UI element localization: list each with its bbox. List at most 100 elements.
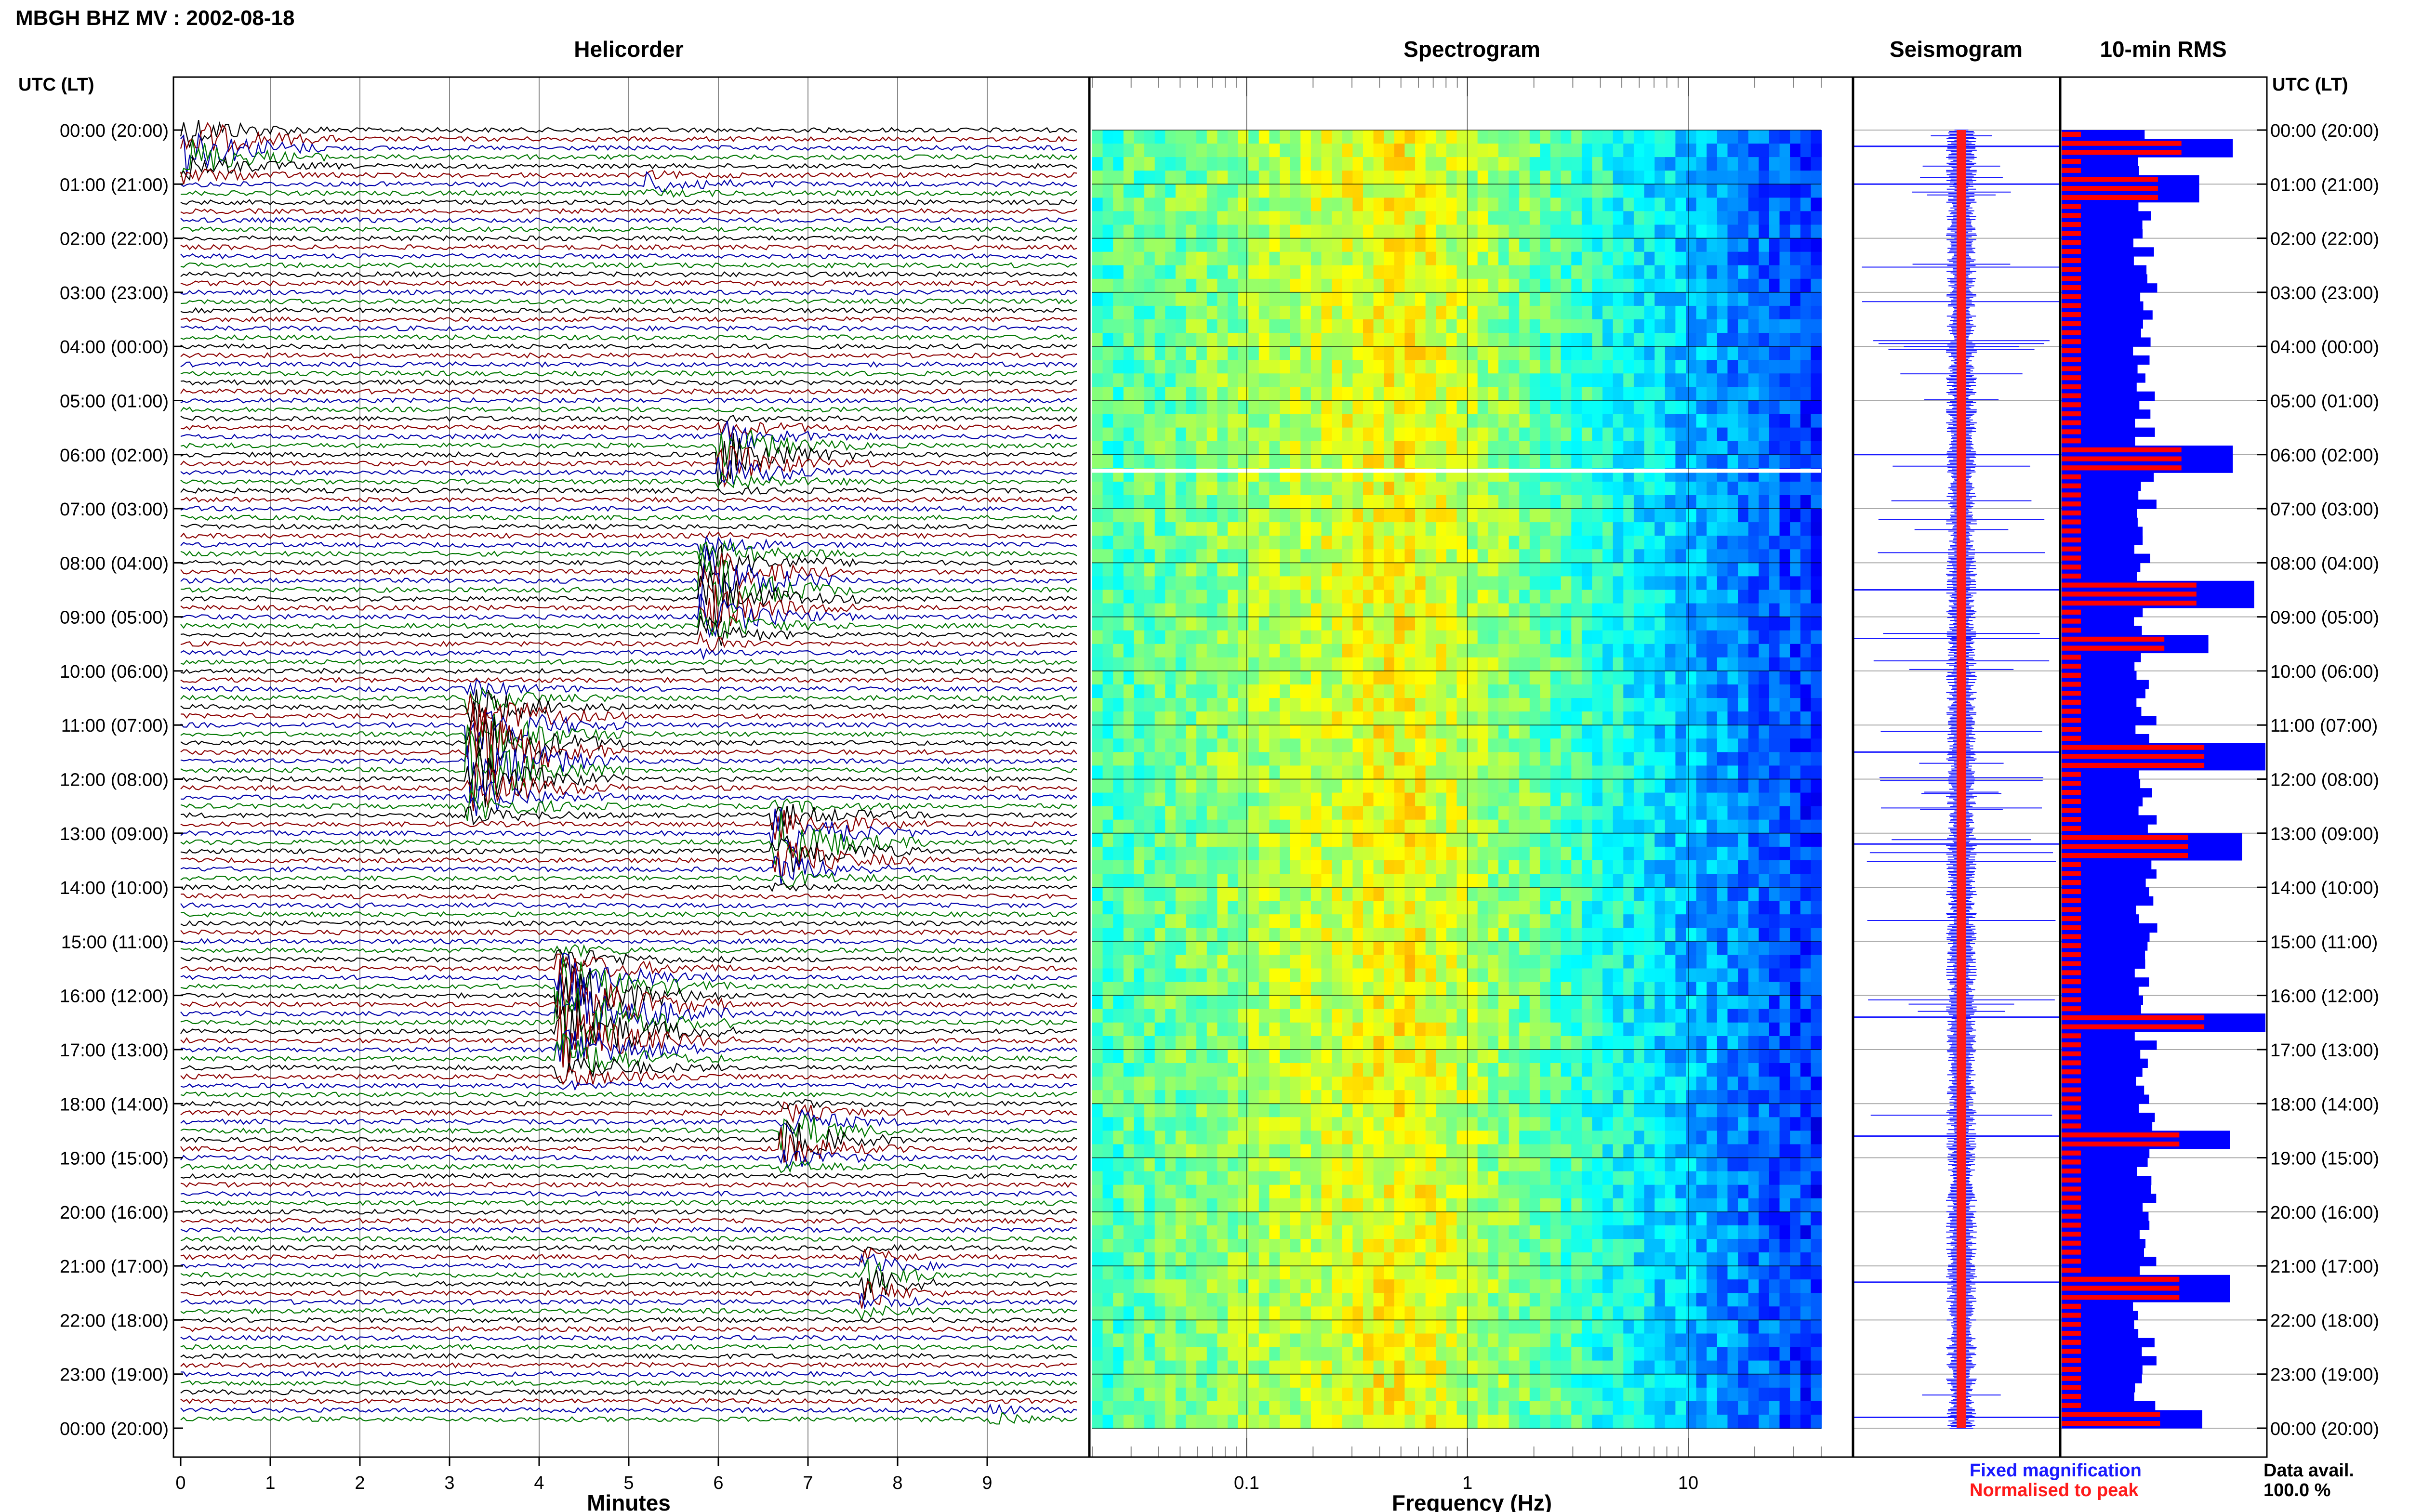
spectrogram-cell — [1675, 698, 1686, 712]
spectrogram-cell — [1748, 549, 1760, 564]
spectrogram-cell — [1738, 901, 1749, 915]
spectrogram-cell — [1581, 400, 1593, 415]
spectrogram-cell — [1123, 1050, 1135, 1064]
spectrogram-cell — [1373, 427, 1385, 442]
spectrogram-cell — [1488, 684, 1499, 699]
spectrogram-cell — [1623, 725, 1634, 739]
spectrogram-cell — [1779, 711, 1791, 726]
spectrogram-cell — [1811, 941, 1822, 956]
spectrogram-cell — [1363, 305, 1374, 320]
spectrogram-cell — [1769, 765, 1780, 780]
spectrogram-cell — [1363, 765, 1374, 780]
spectrogram-cell — [1571, 522, 1582, 537]
spectrogram-cell — [1665, 454, 1676, 469]
spectrogram-cell — [1175, 982, 1187, 996]
spectrogram-cell — [1769, 792, 1780, 807]
spectrogram-cell — [1154, 576, 1166, 591]
spectrogram-cell — [1238, 833, 1249, 847]
spectrogram-cell — [1571, 806, 1582, 820]
spectrogram-cell — [1623, 130, 1634, 145]
spectrogram-cell — [1779, 481, 1791, 496]
spectrogram-cell — [1165, 928, 1176, 942]
spectrogram-cell — [1092, 130, 1103, 145]
helicorder-trace — [180, 724, 1077, 803]
spectrogram-cell — [1623, 400, 1634, 415]
spectrogram-cell — [1790, 671, 1801, 685]
spectrogram-cell — [1238, 305, 1249, 320]
spectrogram-cell — [1154, 1022, 1166, 1037]
spectrogram-cell — [1300, 319, 1311, 334]
spectrogram-cell — [1456, 414, 1468, 428]
spectrogram-cell — [1280, 955, 1291, 969]
spectrogram-cell — [1727, 536, 1739, 550]
spectrogram-cell — [1571, 278, 1582, 293]
spectrogram-cell — [1696, 333, 1707, 347]
spectrogram-cell — [1686, 590, 1697, 604]
spectrogram-cell — [1206, 360, 1218, 374]
spectrogram-cell — [1738, 982, 1749, 996]
spectrogram-cell — [1196, 928, 1207, 942]
spectrogram-cell — [1717, 711, 1728, 726]
spectrogram-cell — [1280, 1022, 1291, 1037]
spectrogram-cell — [1655, 211, 1666, 225]
spectrogram-cell — [1800, 576, 1812, 591]
spectrogram-cell — [1258, 819, 1270, 834]
spectrogram-cell — [1686, 698, 1697, 712]
spectrogram-cell — [1238, 779, 1249, 793]
spectrogram-cell — [1550, 224, 1562, 239]
spectrogram-cell — [1290, 644, 1301, 658]
spectrogram-cell — [1352, 373, 1363, 388]
spectrogram-cell — [1581, 360, 1593, 374]
spectrogram-cell — [1352, 955, 1363, 969]
spectrogram-cell — [1134, 251, 1145, 266]
spectrogram-cell — [1727, 657, 1739, 671]
spectrogram-cell — [1206, 603, 1218, 618]
spectrogram-cell — [1738, 251, 1749, 266]
spectrogram-cell — [1540, 360, 1551, 374]
spectrogram-cell — [1717, 454, 1728, 469]
spectrogram-cell — [1696, 319, 1707, 334]
spectrogram-cell — [1707, 982, 1718, 996]
spectrogram-cell — [1550, 982, 1562, 996]
spectrogram-cell — [1790, 928, 1801, 942]
spectrogram-cell — [1310, 441, 1322, 455]
spectrogram-cell — [1748, 1022, 1760, 1037]
spectrogram-cell — [1550, 1009, 1562, 1023]
spectrogram-cell — [1394, 184, 1405, 198]
spectrogram-cell — [1415, 387, 1426, 401]
helicorder-trace — [180, 1370, 1077, 1378]
spectrogram-cell — [1248, 792, 1259, 807]
spectrogram-cell — [1540, 197, 1551, 212]
spectrogram-cell — [1811, 454, 1822, 469]
spectrogram-cell — [1113, 644, 1124, 658]
spectrogram-cell — [1717, 860, 1728, 874]
spectrogram-cell — [1446, 982, 1457, 996]
spectrogram-cell — [1228, 698, 1239, 712]
spectrogram-cell — [1206, 224, 1218, 239]
spectrogram-cell — [1134, 224, 1145, 239]
spectrogram-cell — [1258, 644, 1270, 658]
spectrogram-cell — [1321, 427, 1333, 442]
spectrogram-cell — [1759, 698, 1770, 712]
spectrogram-cell — [1300, 441, 1311, 455]
spectrogram-cell — [1165, 265, 1176, 279]
spectrogram-cell — [1498, 454, 1509, 469]
spectrogram-cell — [1404, 414, 1416, 428]
spectrogram-cell — [1134, 319, 1145, 334]
spectrogram-cell — [1144, 1050, 1155, 1064]
spectrogram-cell — [1571, 644, 1582, 658]
spectrogram-cell — [1092, 278, 1103, 293]
spectrogram-cell — [1310, 671, 1322, 685]
spectrogram-cell — [1300, 644, 1311, 658]
spectrogram-cell — [1342, 536, 1353, 550]
spectrogram-cell — [1811, 765, 1822, 780]
helicorder-trace — [180, 505, 1077, 512]
spectrogram-cell — [1154, 955, 1166, 969]
spectrogram-cell — [1540, 305, 1551, 320]
helicorder-trace — [180, 188, 1077, 198]
spectrogram-cell — [1134, 157, 1145, 171]
spectrogram-cell — [1717, 292, 1728, 306]
spectrogram-cell — [1394, 319, 1405, 334]
spectrogram-cell — [1655, 549, 1666, 564]
spectrogram-cell — [1592, 1022, 1603, 1037]
